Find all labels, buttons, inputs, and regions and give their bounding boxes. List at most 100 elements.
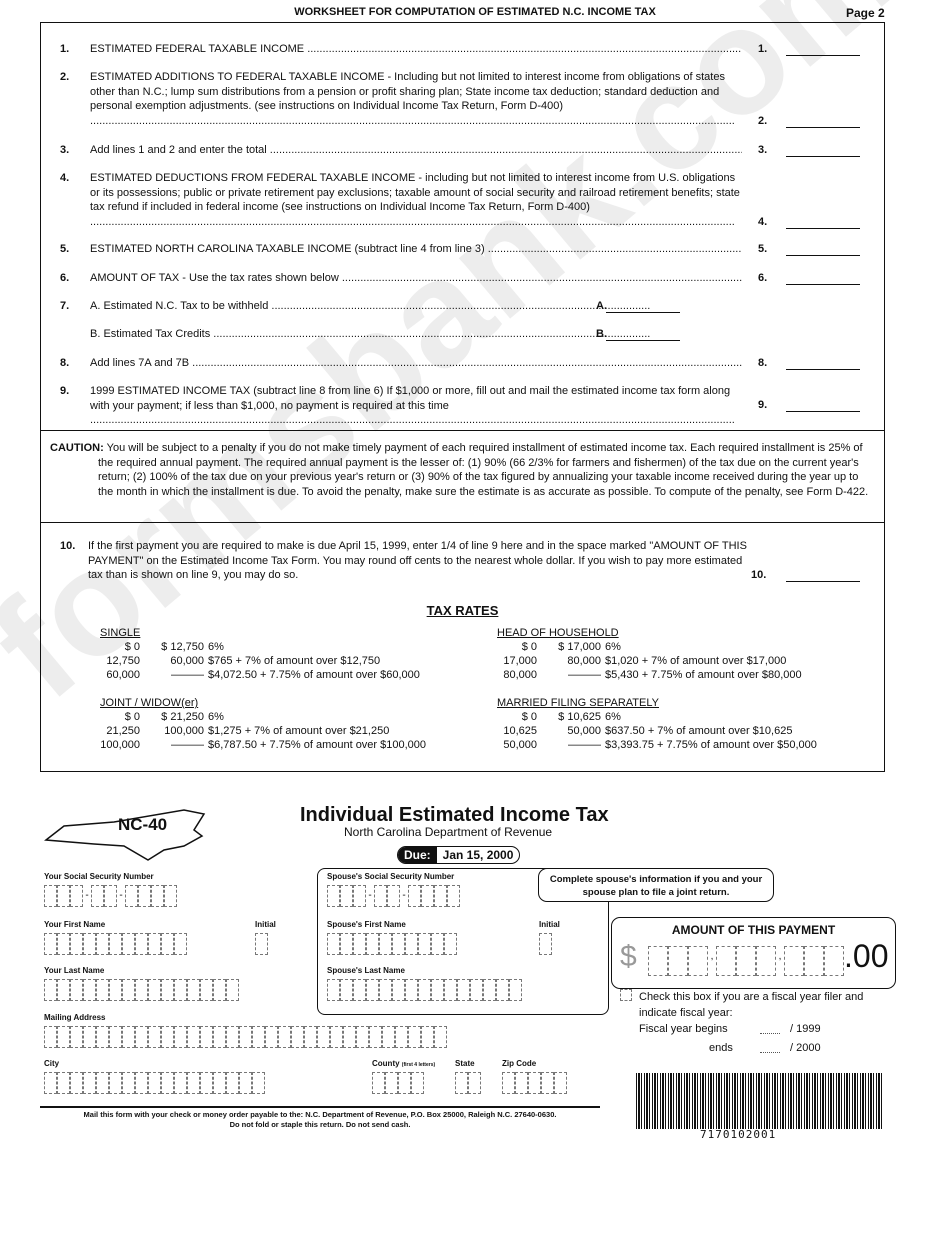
first-name-field[interactable] bbox=[44, 933, 187, 955]
amount-digit-box[interactable] bbox=[756, 946, 776, 976]
char-box[interactable] bbox=[109, 1072, 122, 1094]
char-box[interactable] bbox=[104, 885, 117, 907]
char-box[interactable] bbox=[317, 1026, 330, 1048]
char-box[interactable] bbox=[353, 933, 366, 955]
char-box[interactable] bbox=[434, 885, 447, 907]
char-box[interactable] bbox=[83, 1026, 96, 1048]
line-amount-input[interactable] bbox=[786, 215, 860, 229]
char-box[interactable] bbox=[138, 885, 151, 907]
char-box[interactable] bbox=[496, 979, 509, 1001]
char-box[interactable] bbox=[135, 1072, 148, 1094]
char-box[interactable] bbox=[125, 885, 138, 907]
char-box[interactable] bbox=[226, 1072, 239, 1094]
char-box[interactable] bbox=[70, 885, 83, 907]
char-box[interactable] bbox=[109, 979, 122, 1001]
char-box[interactable] bbox=[539, 933, 552, 955]
char-box[interactable] bbox=[418, 933, 431, 955]
char-box[interactable] bbox=[135, 979, 148, 1001]
char-box[interactable] bbox=[148, 1072, 161, 1094]
line-amount-input[interactable] bbox=[786, 356, 860, 370]
char-box[interactable] bbox=[398, 1072, 411, 1094]
char-box[interactable] bbox=[455, 1072, 468, 1094]
char-box[interactable] bbox=[353, 885, 366, 907]
city-field[interactable] bbox=[44, 1072, 265, 1094]
county-field[interactable] bbox=[372, 1072, 424, 1094]
amount-digit-box[interactable] bbox=[648, 946, 668, 976]
char-box[interactable] bbox=[213, 1026, 226, 1048]
char-box[interactable] bbox=[408, 1026, 421, 1048]
char-box[interactable] bbox=[255, 933, 268, 955]
char-box[interactable] bbox=[411, 1072, 424, 1094]
char-box[interactable] bbox=[434, 1026, 447, 1048]
char-box[interactable] bbox=[528, 1072, 541, 1094]
char-box[interactable] bbox=[327, 933, 340, 955]
ssn-field[interactable]: -- bbox=[44, 885, 177, 907]
char-box[interactable] bbox=[330, 1026, 343, 1048]
char-box[interactable] bbox=[392, 933, 405, 955]
zip-code-field[interactable] bbox=[502, 1072, 567, 1094]
char-box[interactable] bbox=[91, 885, 104, 907]
char-box[interactable] bbox=[353, 979, 366, 1001]
char-box[interactable] bbox=[382, 1026, 395, 1048]
char-box[interactable] bbox=[304, 1026, 317, 1048]
char-box[interactable] bbox=[379, 933, 392, 955]
char-box[interactable] bbox=[431, 979, 444, 1001]
line-amount-input[interactable] bbox=[786, 242, 860, 256]
char-box[interactable] bbox=[226, 979, 239, 1001]
char-box[interactable] bbox=[447, 885, 460, 907]
char-box[interactable] bbox=[327, 979, 340, 1001]
amount-digit-box[interactable] bbox=[804, 946, 824, 976]
spouse-ssn-field[interactable]: -- bbox=[327, 885, 460, 907]
char-box[interactable] bbox=[374, 885, 387, 907]
char-box[interactable] bbox=[502, 1072, 515, 1094]
char-box[interactable] bbox=[122, 1026, 135, 1048]
char-box[interactable] bbox=[239, 1072, 252, 1094]
spouse-initial-field[interactable] bbox=[539, 933, 552, 955]
char-box[interactable] bbox=[57, 885, 70, 907]
spouse-first-name-field[interactable] bbox=[327, 933, 457, 955]
char-box[interactable] bbox=[340, 979, 353, 1001]
char-box[interactable] bbox=[483, 979, 496, 1001]
char-box[interactable] bbox=[408, 885, 421, 907]
char-box[interactable] bbox=[431, 933, 444, 955]
char-box[interactable] bbox=[44, 933, 57, 955]
state-field[interactable] bbox=[455, 1072, 481, 1094]
char-box[interactable] bbox=[239, 1026, 252, 1048]
fiscal-year-checkbox[interactable] bbox=[620, 989, 632, 1001]
char-box[interactable] bbox=[187, 1072, 200, 1094]
char-box[interactable] bbox=[387, 885, 400, 907]
char-box[interactable] bbox=[57, 1072, 70, 1094]
line-amount-input[interactable] bbox=[786, 398, 860, 412]
char-box[interactable] bbox=[174, 979, 187, 1001]
char-box[interactable] bbox=[57, 1026, 70, 1048]
char-box[interactable] bbox=[200, 979, 213, 1001]
line-amount-input[interactable] bbox=[786, 114, 860, 128]
char-box[interactable] bbox=[44, 885, 57, 907]
line-amount-input[interactable] bbox=[786, 143, 860, 157]
char-box[interactable] bbox=[44, 979, 57, 1001]
char-box[interactable] bbox=[161, 1072, 174, 1094]
char-box[interactable] bbox=[541, 1072, 554, 1094]
line-amount-input[interactable] bbox=[606, 299, 680, 313]
char-box[interactable] bbox=[70, 1026, 83, 1048]
line-amount-input[interactable] bbox=[786, 271, 860, 285]
mailing-address-field[interactable] bbox=[44, 1026, 447, 1048]
char-box[interactable] bbox=[44, 1072, 57, 1094]
char-box[interactable] bbox=[444, 979, 457, 1001]
char-box[interactable] bbox=[343, 1026, 356, 1048]
char-box[interactable] bbox=[470, 979, 483, 1001]
char-box[interactable] bbox=[340, 933, 353, 955]
char-box[interactable] bbox=[161, 979, 174, 1001]
char-box[interactable] bbox=[252, 1026, 265, 1048]
char-box[interactable] bbox=[405, 979, 418, 1001]
amount-digit-box[interactable] bbox=[668, 946, 688, 976]
char-box[interactable] bbox=[109, 933, 122, 955]
char-box[interactable] bbox=[96, 1026, 109, 1048]
char-box[interactable] bbox=[421, 1026, 434, 1048]
char-box[interactable] bbox=[265, 1026, 278, 1048]
spouse-last-name-field[interactable] bbox=[327, 979, 522, 1001]
char-box[interactable] bbox=[356, 1026, 369, 1048]
char-box[interactable] bbox=[148, 933, 161, 955]
char-box[interactable] bbox=[96, 933, 109, 955]
fiscal-ends-month-input[interactable] bbox=[760, 1052, 780, 1053]
